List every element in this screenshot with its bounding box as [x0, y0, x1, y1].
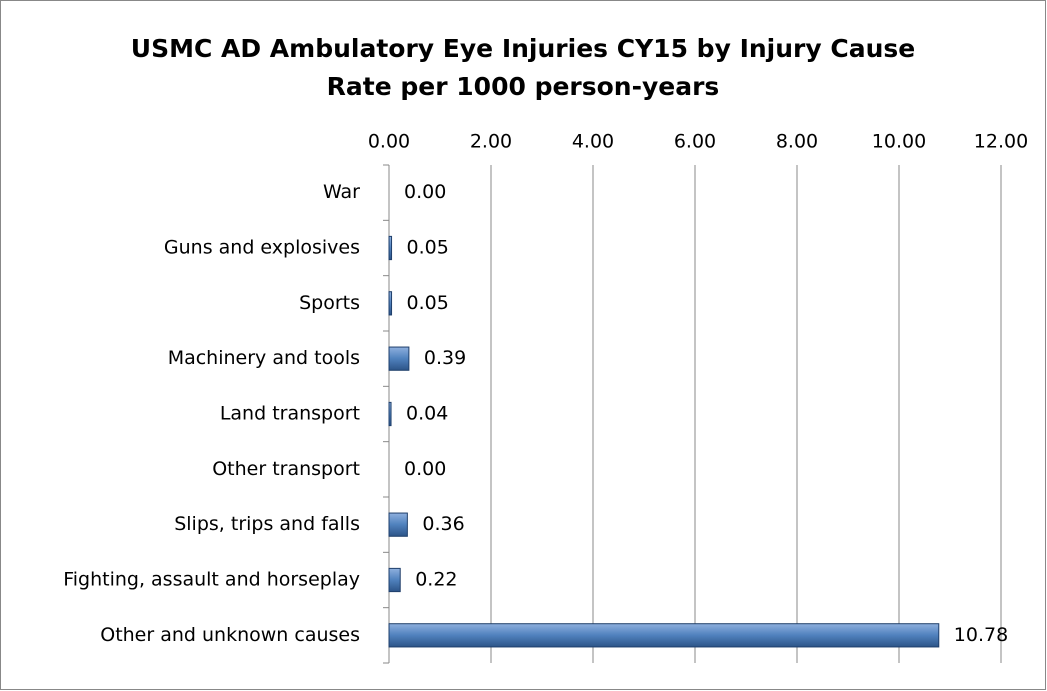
y-tick-label: Sports — [299, 292, 360, 314]
bar — [388, 401, 392, 427]
chart-subtitle: Rate per 1000 person-years — [327, 72, 720, 101]
x-tick-label: 6.00 — [674, 131, 716, 153]
data-label: 0.05 — [407, 292, 449, 314]
x-tick-label: 8.00 — [776, 131, 818, 153]
chart-title: USMC AD Ambulatory Eye Injuries CY15 by … — [131, 34, 915, 63]
y-tick-label: Other transport — [212, 458, 360, 480]
x-tick-label: 0.00 — [368, 131, 410, 153]
data-label: 0.00 — [404, 181, 446, 203]
bar — [388, 291, 393, 316]
y-tick-label: Land transport — [220, 403, 360, 425]
bar — [388, 567, 401, 593]
y-tick-label: Slips, trips and falls — [174, 513, 360, 535]
y-tick-label: Guns and explosives — [164, 237, 360, 259]
data-label: 10.78 — [954, 624, 1008, 646]
bar — [388, 346, 410, 371]
x-tick-label: 10.00 — [872, 131, 926, 153]
data-label: 0.00 — [404, 458, 446, 480]
bar — [388, 623, 940, 648]
y-tick-label: War — [323, 181, 360, 203]
data-label: 0.22 — [415, 569, 457, 591]
x-tick-label: 2.00 — [470, 131, 512, 153]
bar — [388, 235, 393, 261]
y-tick-label: Other and unknown causes — [100, 624, 360, 646]
x-tick-label: 12.00 — [974, 131, 1028, 153]
data-label: 0.04 — [406, 403, 448, 425]
y-tick-label: Fighting, assault and horseplay — [63, 569, 360, 591]
bar — [388, 512, 408, 537]
data-label: 0.05 — [407, 237, 449, 259]
x-tick-label: 4.00 — [572, 131, 614, 153]
y-tick-label: Machinery and tools — [168, 347, 360, 369]
data-label: 0.39 — [424, 347, 466, 369]
data-label: 0.36 — [422, 513, 464, 535]
